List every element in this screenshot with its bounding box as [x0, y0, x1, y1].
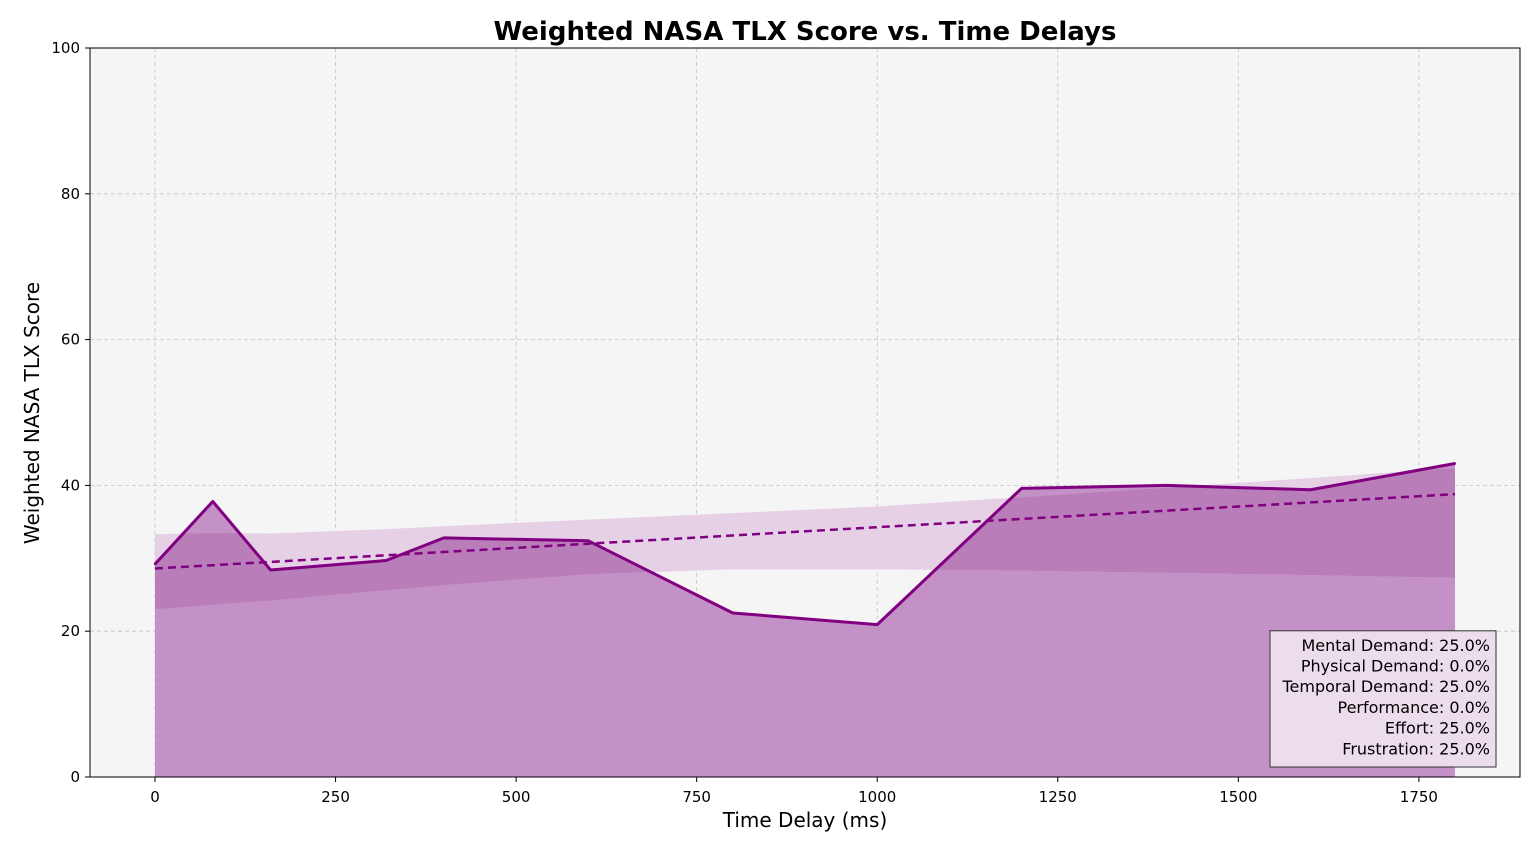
legend-entry: Mental Demand: 25.0%: [1301, 636, 1490, 655]
legend-entry: Frustration: 25.0%: [1342, 739, 1490, 758]
trend-line: [154, 492, 1456, 570]
data-point: [1309, 488, 1312, 491]
x-tick-label: 1000: [858, 788, 896, 806]
data-point: [211, 500, 214, 503]
data-point: [442, 536, 446, 540]
data-line: [153, 462, 1456, 627]
legend-box: [1269, 630, 1497, 768]
data-point: [269, 568, 272, 572]
data-point: [1164, 484, 1168, 487]
x-tick-label: 1500: [1219, 788, 1257, 806]
data-point: [384, 559, 388, 562]
legend-entry: Temporal Demand: 25.0%: [1282, 677, 1491, 696]
x-tick-label: 0: [150, 788, 160, 806]
legend-entry: Physical Demand: 0.0%: [1301, 657, 1490, 676]
data-point: [153, 562, 157, 566]
axis-ticks: 0 250 500 750 1000 1250 1500 1750 0 20 40 60 80 100: [51, 39, 1438, 806]
legend: Mental Demand: 25.0% Physical Demand: 0.0…: [1269, 630, 1497, 768]
x-tick-label: 1750: [1400, 788, 1438, 806]
x-tick-label: 750: [682, 788, 711, 806]
x-axis-label: Time Delay (ms): [722, 808, 888, 832]
y-tick-label: 100: [51, 39, 80, 57]
data-point: [1020, 487, 1023, 490]
data-point: [1453, 462, 1457, 465]
plot-frame: [89, 47, 1521, 778]
data-point: [876, 623, 879, 626]
chart-title: Weighted NASA TLX Score vs. Time Delays: [494, 17, 1117, 47]
y-axis-label: Weighted NASA TLX Score: [20, 282, 44, 544]
y-tick-label: 60: [61, 331, 80, 349]
data-point: [731, 611, 734, 615]
x-tick-label: 500: [502, 788, 531, 806]
legend-entry: Effort: 25.0%: [1385, 719, 1490, 738]
y-tick-label: 40: [61, 476, 80, 494]
y-tick-label: 0: [70, 768, 80, 786]
y-tick-label: 80: [61, 185, 80, 203]
x-tick-label: 250: [321, 788, 350, 806]
legend-entry: Performance: 0.0%: [1337, 698, 1490, 717]
x-tick-label: 1250: [1039, 788, 1077, 806]
y-tick-label: 20: [61, 622, 80, 640]
data-point: [587, 539, 590, 543]
line-layer: [153, 462, 1457, 627]
